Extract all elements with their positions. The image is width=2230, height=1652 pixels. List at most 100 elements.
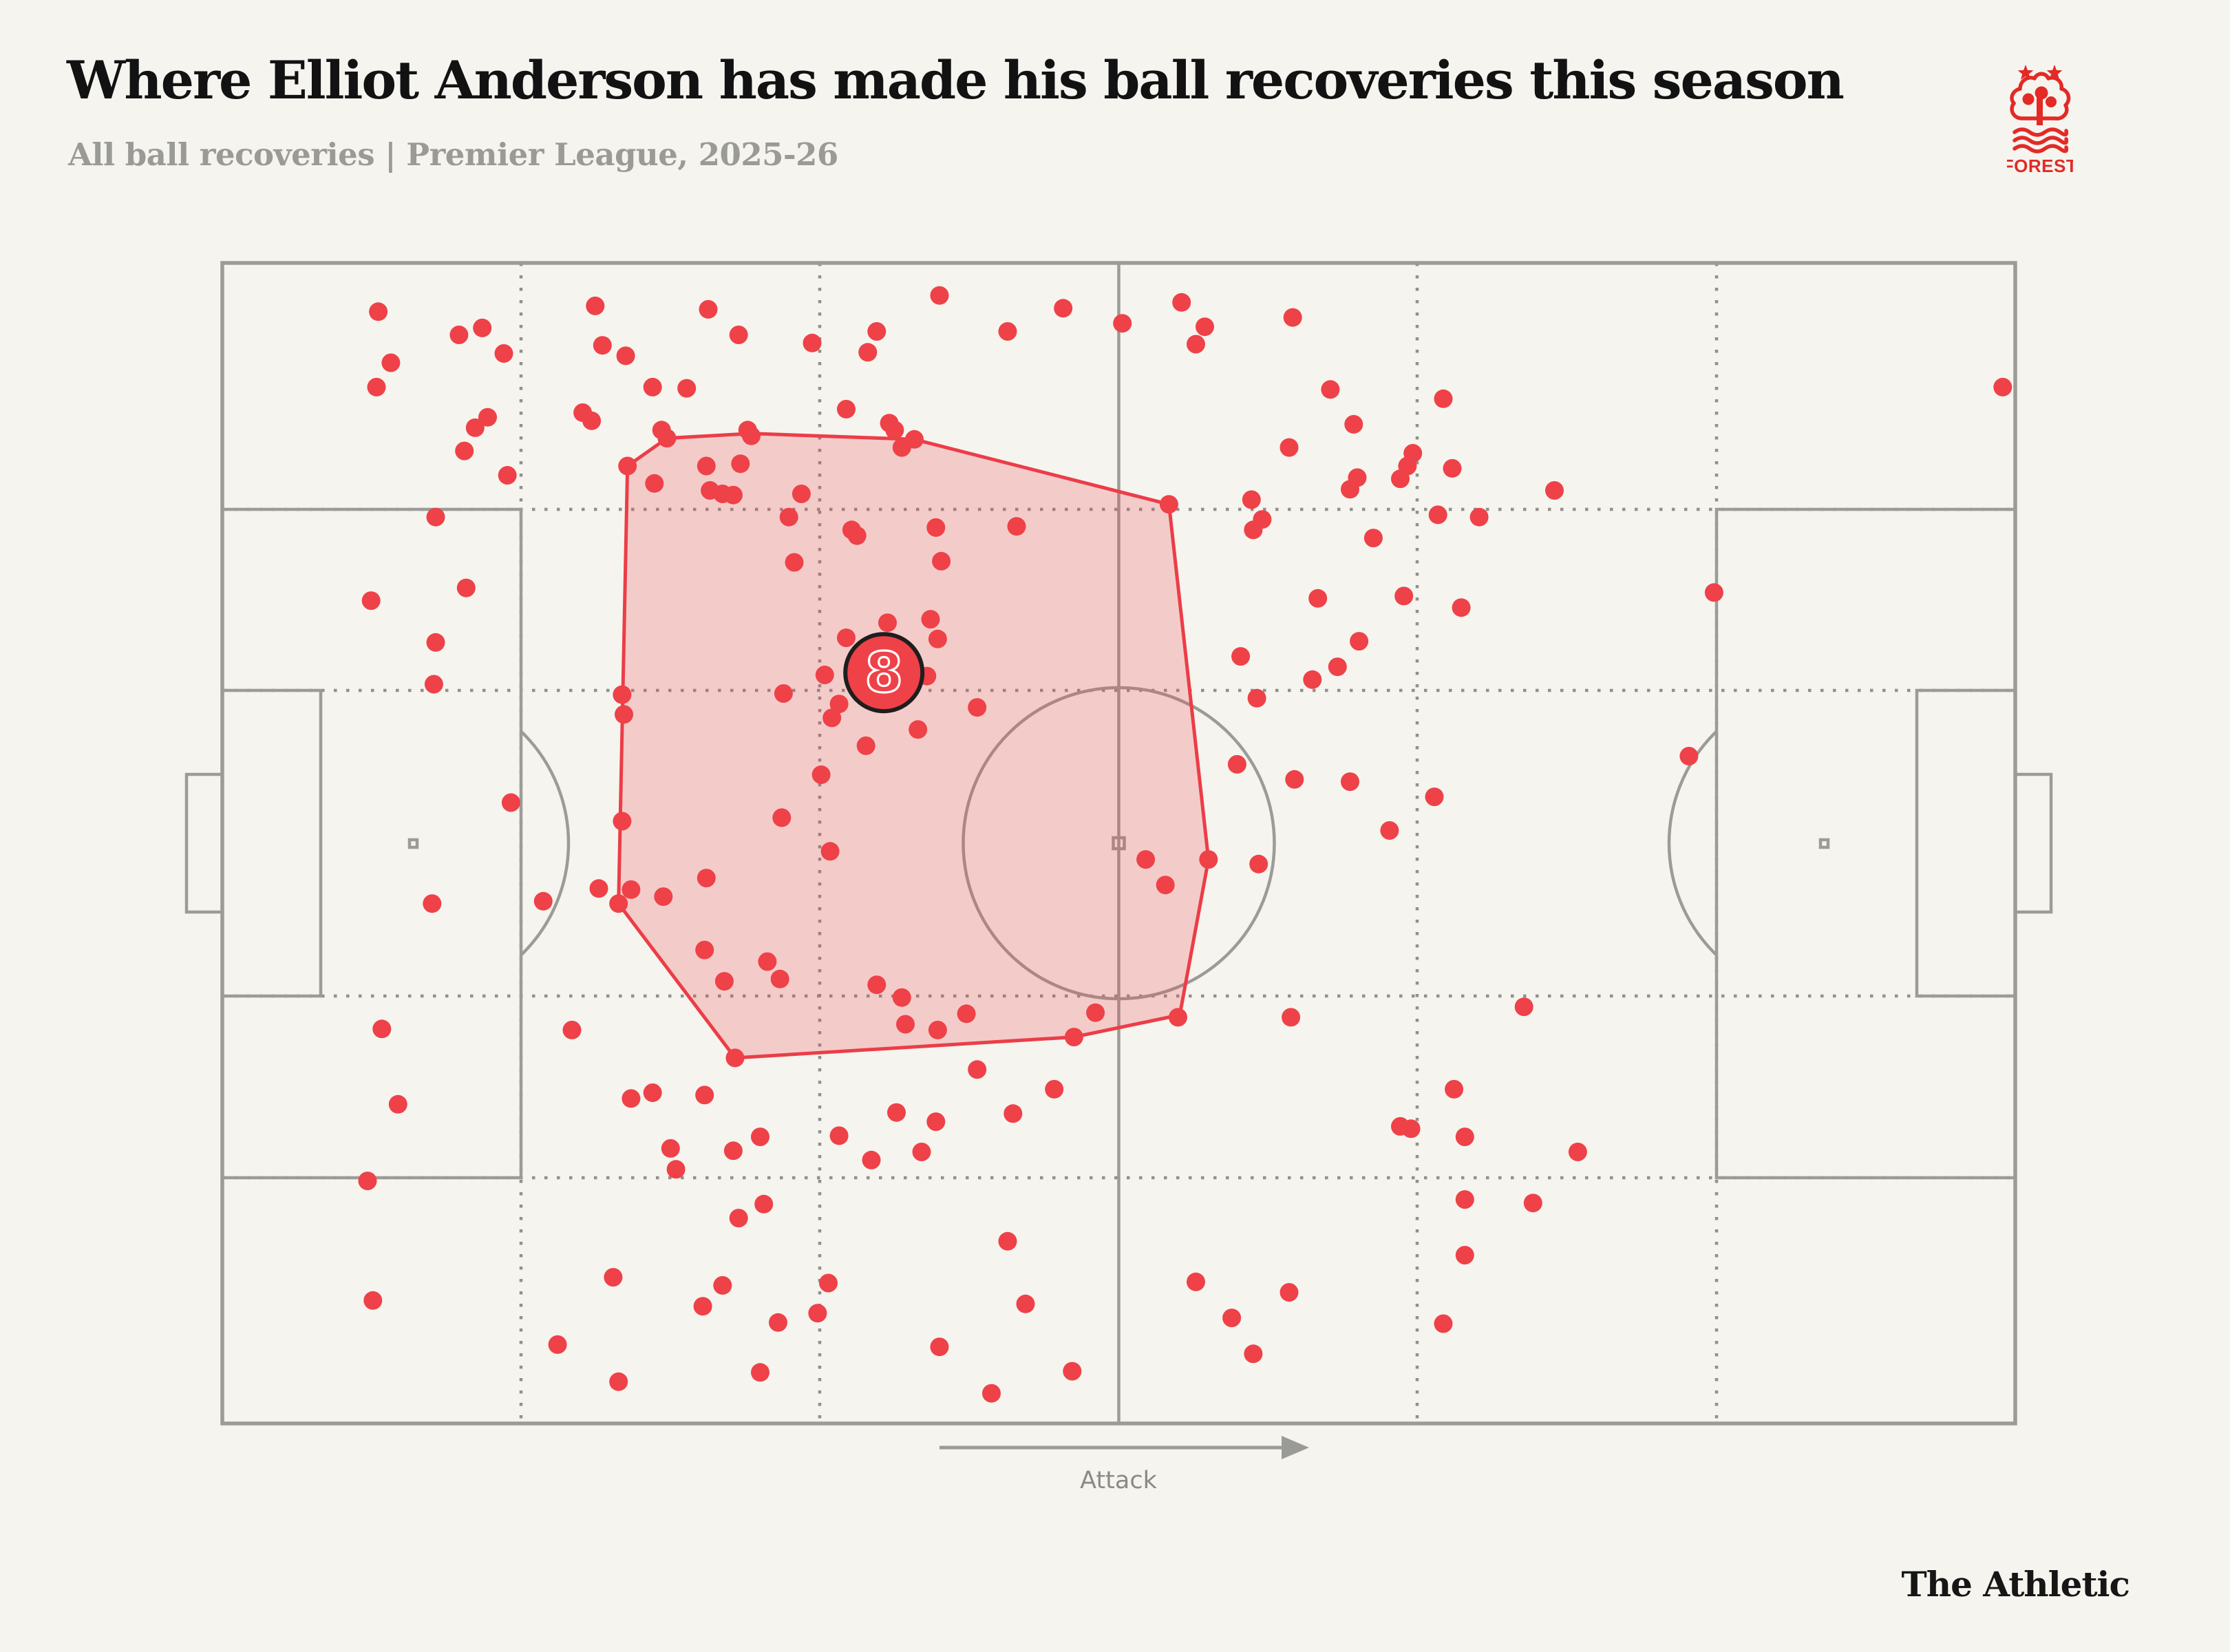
recovery-dot <box>1187 335 1205 354</box>
recovery-dot <box>1244 520 1263 540</box>
recovery-dot <box>1242 490 1261 509</box>
recovery-dot <box>912 1143 931 1161</box>
recovery-dot <box>758 952 777 971</box>
recovery-dot <box>754 1194 774 1214</box>
recovery-dot <box>1455 1127 1474 1147</box>
recovery-dot <box>548 1335 567 1354</box>
recovery-dot <box>654 887 673 907</box>
recovery-dot <box>714 972 734 991</box>
recovery-dot <box>770 969 789 988</box>
club-crest: FOREST <box>2007 65 2073 176</box>
recovery-dot <box>643 377 662 396</box>
recovery-dot <box>930 286 949 305</box>
penalty-spot-right <box>1818 838 1830 849</box>
recovery-dot <box>957 1004 976 1024</box>
recovery-dot <box>1279 438 1299 457</box>
recovery-dot <box>1363 529 1383 548</box>
recovery-dot <box>729 326 748 344</box>
recovery-dot <box>1282 1008 1301 1027</box>
recovery-dot <box>905 430 924 449</box>
recovery-dot <box>1308 589 1328 608</box>
recovery-dot <box>837 628 856 648</box>
recovery-dot <box>1249 854 1268 873</box>
recovery-dot <box>1231 647 1251 666</box>
recovery-dot <box>666 1160 686 1179</box>
crest-tree-icon <box>2010 72 2071 125</box>
recovery-dot <box>930 1337 949 1357</box>
recovery-dot <box>697 869 716 888</box>
recovery-dot <box>501 793 520 812</box>
recovery-dot <box>862 1150 881 1169</box>
recovery-dot <box>1172 293 1191 312</box>
recovery-dot <box>388 1094 407 1114</box>
recovery-dot <box>593 336 612 355</box>
recovery-dot <box>1199 850 1218 869</box>
recovery-dot <box>1545 481 1564 500</box>
recovery-dot <box>751 1363 769 1382</box>
recovery-dot <box>369 302 388 321</box>
recovery-dot <box>699 299 718 319</box>
recovery-dot <box>622 1089 641 1108</box>
player-marker: 8 <box>843 632 925 714</box>
recovery-dot <box>742 426 761 445</box>
recovery-dot <box>1443 458 1462 478</box>
recovery-hull <box>617 432 1211 1060</box>
page-title: Where Elliot Anderson has made his ball … <box>67 50 1845 111</box>
penalty-spot-left <box>407 838 419 849</box>
recovery-dot <box>811 765 831 784</box>
recovery-dot <box>586 296 605 315</box>
recovery-dot <box>1169 1008 1187 1027</box>
recovery-dot <box>1391 469 1410 489</box>
recovery-dot <box>423 894 442 913</box>
recovery-dot <box>928 1020 947 1039</box>
recovery-dot <box>609 894 628 913</box>
recovery-dot <box>998 1231 1017 1251</box>
recovery-dot <box>932 551 951 571</box>
recovery-dot <box>1303 670 1322 689</box>
recovery-dot <box>613 812 632 831</box>
recovery-dot <box>358 1172 377 1191</box>
recovery-dot <box>785 553 804 572</box>
recovery-dot <box>424 675 443 694</box>
crest-waves-icon <box>2013 127 2069 153</box>
recovery-dot <box>1445 1079 1464 1099</box>
recovery-dot <box>1380 821 1399 840</box>
recovery-dot <box>751 1127 769 1147</box>
recovery-dot <box>465 418 485 437</box>
recovery-dot <box>896 1015 915 1034</box>
center-circle <box>962 686 1276 1001</box>
recovery-dot <box>772 808 792 827</box>
recovery-dots <box>358 286 2013 1403</box>
recovery-dot <box>697 456 716 476</box>
recovery-dot <box>1341 772 1359 792</box>
recovery-dot <box>613 685 632 704</box>
recovery-dot <box>968 698 987 717</box>
recovery-dot <box>695 940 714 960</box>
recovery-dot <box>926 518 946 537</box>
recovery-dot <box>921 610 940 629</box>
recovery-dot <box>1016 1294 1035 1313</box>
recovery-dot <box>1328 657 1347 677</box>
recovery-dot <box>723 1141 743 1161</box>
recovery-dot <box>494 344 513 363</box>
recovery-dot <box>928 629 947 648</box>
recovery-dot <box>1434 1314 1453 1333</box>
recovery-dot <box>1394 586 1414 606</box>
recovery-dot <box>982 1384 1001 1403</box>
recovery-dot <box>1350 632 1369 651</box>
recovery-dot <box>1523 1194 1542 1213</box>
recovery-dot <box>478 407 497 427</box>
recovery-dot <box>449 326 469 344</box>
recovery-dot <box>779 507 798 527</box>
recovery-dot <box>887 1103 906 1122</box>
recovery-dot <box>878 613 897 633</box>
recovery-dot <box>998 322 1017 341</box>
recovery-dot <box>1568 1143 1587 1161</box>
recovery-dot <box>455 441 474 460</box>
recovery-dot <box>1341 480 1359 499</box>
recovery-dot <box>829 695 849 714</box>
recovery-dot <box>1401 1119 1421 1139</box>
recovery-dot <box>645 474 664 493</box>
